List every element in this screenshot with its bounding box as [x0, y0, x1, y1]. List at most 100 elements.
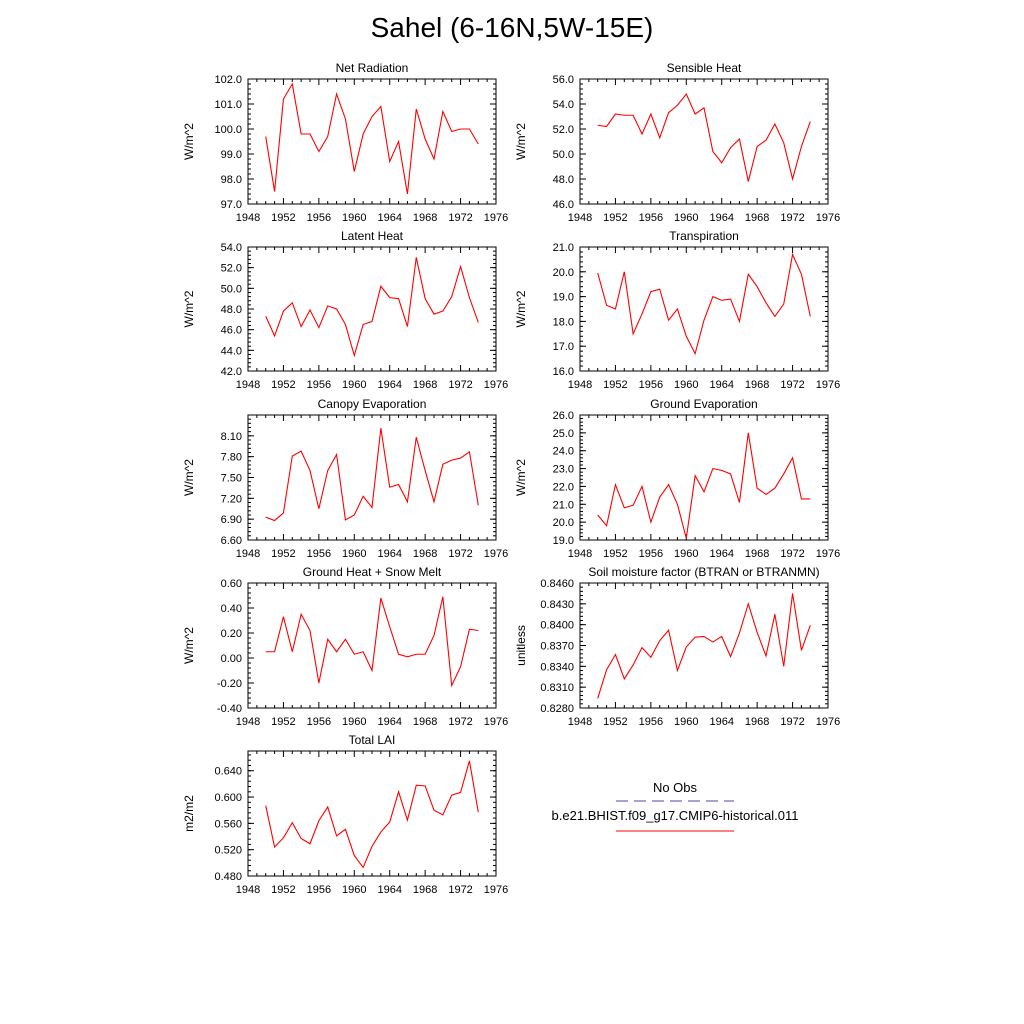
panel-1: Net Radiation W/m^2 1948 1952 1956 1960 1964 19… [182, 61, 508, 224]
y-tick-label: 46.0 [553, 199, 574, 211]
x-tick-label: 1960 [674, 716, 698, 728]
y-tick-label: 7.80 [221, 452, 242, 464]
y-tick-label: 18.0 [553, 316, 574, 328]
y-tick-label: 52.0 [221, 263, 242, 275]
panel-4: Transpiration W/m^2 1948 1952 1956 1960 1964 19… [514, 229, 840, 391]
y-tick-label: 101.0 [214, 99, 242, 111]
x-tick-label: 1972 [780, 212, 804, 224]
y-tick-label: 0.8280 [540, 703, 574, 715]
panel-title: Sensible Heat [667, 61, 742, 75]
x-tick-label: 1972 [780, 379, 804, 391]
series-line [597, 432, 811, 539]
y-tick-label: -0.20 [217, 678, 242, 690]
y-tick-label: 0.8310 [540, 682, 574, 694]
x-tick-label: 1956 [307, 548, 331, 560]
x-tick-label: 1960 [674, 212, 698, 224]
y-tick-label: 56.0 [553, 74, 574, 86]
y-tick-label: 0.8370 [540, 641, 574, 653]
x-tick-label: 1964 [377, 716, 401, 728]
x-tick-label: 1964 [377, 379, 401, 391]
y-tick-label: 26.0 [553, 410, 574, 422]
y-axis-label: W/m^2 [182, 627, 196, 664]
x-tick-label: 1948 [236, 548, 260, 560]
x-tick-label: 1964 [709, 212, 733, 224]
y-tick-label: 0.60 [221, 578, 242, 590]
legend-label-model: b.e21.BHIST.f09_g17.CMIP6-historical.011 [552, 808, 799, 823]
y-tick-label: 100.0 [214, 124, 242, 136]
x-tick-label: 1952 [271, 884, 295, 896]
x-tick-label: 1968 [413, 212, 437, 224]
y-tick-label: 7.50 [221, 473, 242, 485]
plot-frame [247, 750, 497, 877]
plot-frame [579, 582, 829, 709]
x-tick-label: 1960 [342, 379, 366, 391]
x-tick-label: 1968 [413, 379, 437, 391]
x-tick-label: 1976 [484, 548, 508, 560]
x-tick-label: 1972 [780, 548, 804, 560]
y-tick-label: 21.0 [553, 499, 574, 511]
y-axis-label: W/m^2 [182, 459, 196, 496]
panel-7: Ground Heat + Snow Melt W/m^2 1948 1952 1956… [182, 565, 508, 728]
x-tick-label: 1948 [568, 212, 592, 224]
panel-5: Canopy Evaporation W/m^2 1948 1952 1956 1960 1… [182, 397, 508, 560]
series-line [597, 252, 811, 356]
y-tick-label: 50.0 [221, 283, 242, 295]
x-tick-label: 1952 [271, 548, 295, 560]
series-line [265, 82, 479, 195]
x-tick-label: 1976 [484, 884, 508, 896]
y-tick-label: 24.0 [553, 446, 574, 458]
series-line [265, 596, 479, 688]
x-tick-label: 1952 [603, 548, 627, 560]
y-tick-label: 23.0 [553, 464, 574, 476]
y-axis-label: W/m^2 [182, 290, 196, 327]
y-tick-label: 0.8460 [540, 578, 574, 590]
y-tick-label: 21.0 [553, 242, 574, 254]
x-tick-label: 1956 [639, 716, 663, 728]
series-line [265, 428, 479, 522]
x-tick-label: 1956 [307, 716, 331, 728]
x-tick-label: 1972 [448, 548, 472, 560]
y-tick-label: 50.0 [553, 149, 574, 161]
x-tick-label: 1976 [484, 716, 508, 728]
panel-title: Canopy Evaporation [318, 397, 427, 411]
y-tick-label: 22.0 [553, 481, 574, 493]
panel-9: Total LAI m2/m2 1948 1952 1956 1960 1964 1968 19… [182, 733, 508, 896]
y-tick-label: 0.8340 [540, 661, 574, 673]
x-tick-label: 1956 [639, 212, 663, 224]
panel-title: Latent Heat [341, 229, 404, 243]
y-tick-label: 44.0 [221, 345, 242, 357]
y-tick-label: 20.0 [553, 517, 574, 529]
y-tick-label: 52.0 [553, 124, 574, 136]
y-tick-label: 0.600 [214, 792, 242, 804]
y-tick-label: 0.40 [221, 603, 242, 615]
x-tick-label: 1972 [448, 716, 472, 728]
y-tick-label: 0.8400 [540, 620, 574, 632]
y-tick-label: 6.90 [221, 514, 242, 526]
y-tick-label: 0.640 [214, 766, 242, 778]
y-axis-label: W/m^2 [514, 123, 528, 160]
x-tick-label: 1948 [568, 716, 592, 728]
x-tick-label: 1964 [709, 548, 733, 560]
x-tick-label: 1972 [780, 716, 804, 728]
plot-frame [247, 414, 497, 541]
y-axis-label: m2/m2 [182, 795, 196, 832]
x-tick-label: 1952 [271, 379, 295, 391]
series-line [597, 92, 811, 182]
y-tick-label: 19.0 [553, 535, 574, 547]
series-line [265, 760, 479, 869]
x-tick-label: 1964 [709, 716, 733, 728]
x-tick-label: 1960 [674, 379, 698, 391]
x-tick-label: 1956 [639, 379, 663, 391]
x-tick-label: 1956 [307, 379, 331, 391]
y-tick-label: 99.0 [221, 149, 242, 161]
x-tick-label: 1972 [448, 379, 472, 391]
y-axis-label: W/m^2 [514, 290, 528, 327]
x-tick-label: 1964 [377, 548, 401, 560]
panel-8: Soil moisture factor (BTRAN or BTRANMN) u… [514, 565, 840, 728]
y-axis-label: W/m^2 [514, 459, 528, 496]
y-tick-label: 0.520 [214, 845, 242, 857]
x-tick-label: 1964 [377, 884, 401, 896]
legend-label-obs: No Obs [653, 780, 698, 795]
x-tick-label: 1968 [413, 716, 437, 728]
